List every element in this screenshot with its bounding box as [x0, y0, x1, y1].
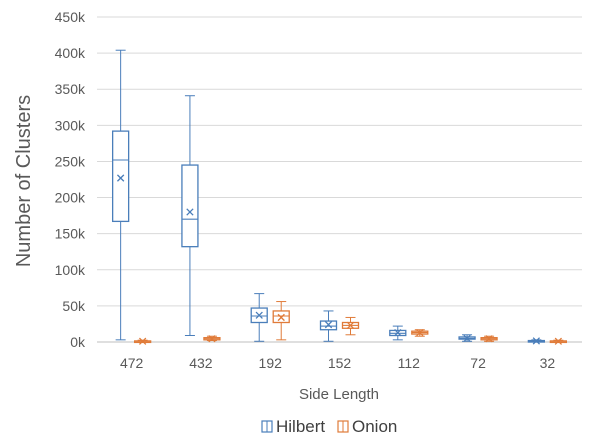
x-tick-label: 192	[259, 355, 283, 371]
box-onion-72	[480, 335, 498, 343]
box-onion-472	[133, 337, 152, 345]
x-tick-label: 432	[189, 355, 213, 371]
x-tick-label: 112	[398, 355, 421, 371]
mean-marker	[277, 313, 285, 322]
y-tick-label: 0k	[70, 334, 86, 350]
mean-marker	[554, 337, 563, 345]
mean-marker	[116, 174, 125, 182]
box-onion-192	[272, 301, 290, 341]
y-tick-label: 400k	[55, 45, 86, 61]
y-tick-label: 200k	[55, 190, 86, 206]
box-iqr	[111, 130, 130, 223]
y-tick-label: 50k	[62, 298, 86, 314]
mean-marker	[324, 321, 333, 329]
mean-marker	[532, 337, 541, 345]
legend-label: Hilbert	[276, 417, 325, 436]
box-series	[111, 49, 568, 345]
box-hilbert-32	[527, 337, 546, 345]
mean-marker	[463, 334, 471, 343]
mean-marker	[208, 335, 216, 343]
box-iqr	[181, 164, 199, 248]
box-onion-112	[411, 328, 429, 337]
x-tick-label: 472	[120, 355, 144, 371]
mean-marker	[186, 208, 194, 216]
y-tick-label: 150k	[55, 226, 86, 242]
box-hilbert-432	[181, 95, 199, 336]
x-tick-label: 32	[540, 355, 556, 371]
mean-marker	[138, 337, 147, 345]
y-axis-tick-labels: 0k 50k 100k 150k 200k 250k 300k 350k 400k 450k	[55, 9, 86, 350]
mean-marker	[394, 328, 402, 337]
y-tick-label: 350k	[55, 81, 86, 97]
x-tick-label: 72	[470, 355, 486, 371]
x-axis-tick-labels: 472 432 192 152 112 72 32	[120, 355, 555, 371]
box-hilbert-152	[319, 310, 338, 342]
box-onion-432	[203, 335, 221, 343]
x-axis-title: Side Length	[299, 386, 379, 403]
y-tick-label: 250k	[55, 153, 86, 169]
mean-marker	[485, 335, 493, 343]
box-onion-152	[341, 316, 360, 336]
legend: Hilbert Onion	[261, 417, 397, 436]
legend-item-hilbert: Hilbert	[261, 417, 325, 436]
legend-item-onion: Onion	[337, 417, 397, 436]
box-hilbert-72	[458, 334, 476, 343]
box-hilbert-472	[111, 49, 130, 341]
legend-label: Onion	[352, 417, 397, 436]
mean-marker	[416, 328, 424, 337]
y-tick-label: 100k	[55, 262, 86, 278]
y-tick-label: 450k	[55, 9, 86, 25]
y-axis-title: Number of Clusters	[13, 95, 35, 267]
box-hilbert-192	[250, 293, 268, 342]
y-tick-label: 300k	[55, 117, 86, 133]
mean-marker	[346, 321, 355, 330]
mean-marker	[255, 311, 263, 319]
box-onion-32	[549, 337, 568, 345]
box-hilbert-112	[389, 325, 407, 341]
grid-lines	[97, 16, 582, 307]
x-tick-label: 152	[328, 355, 352, 371]
